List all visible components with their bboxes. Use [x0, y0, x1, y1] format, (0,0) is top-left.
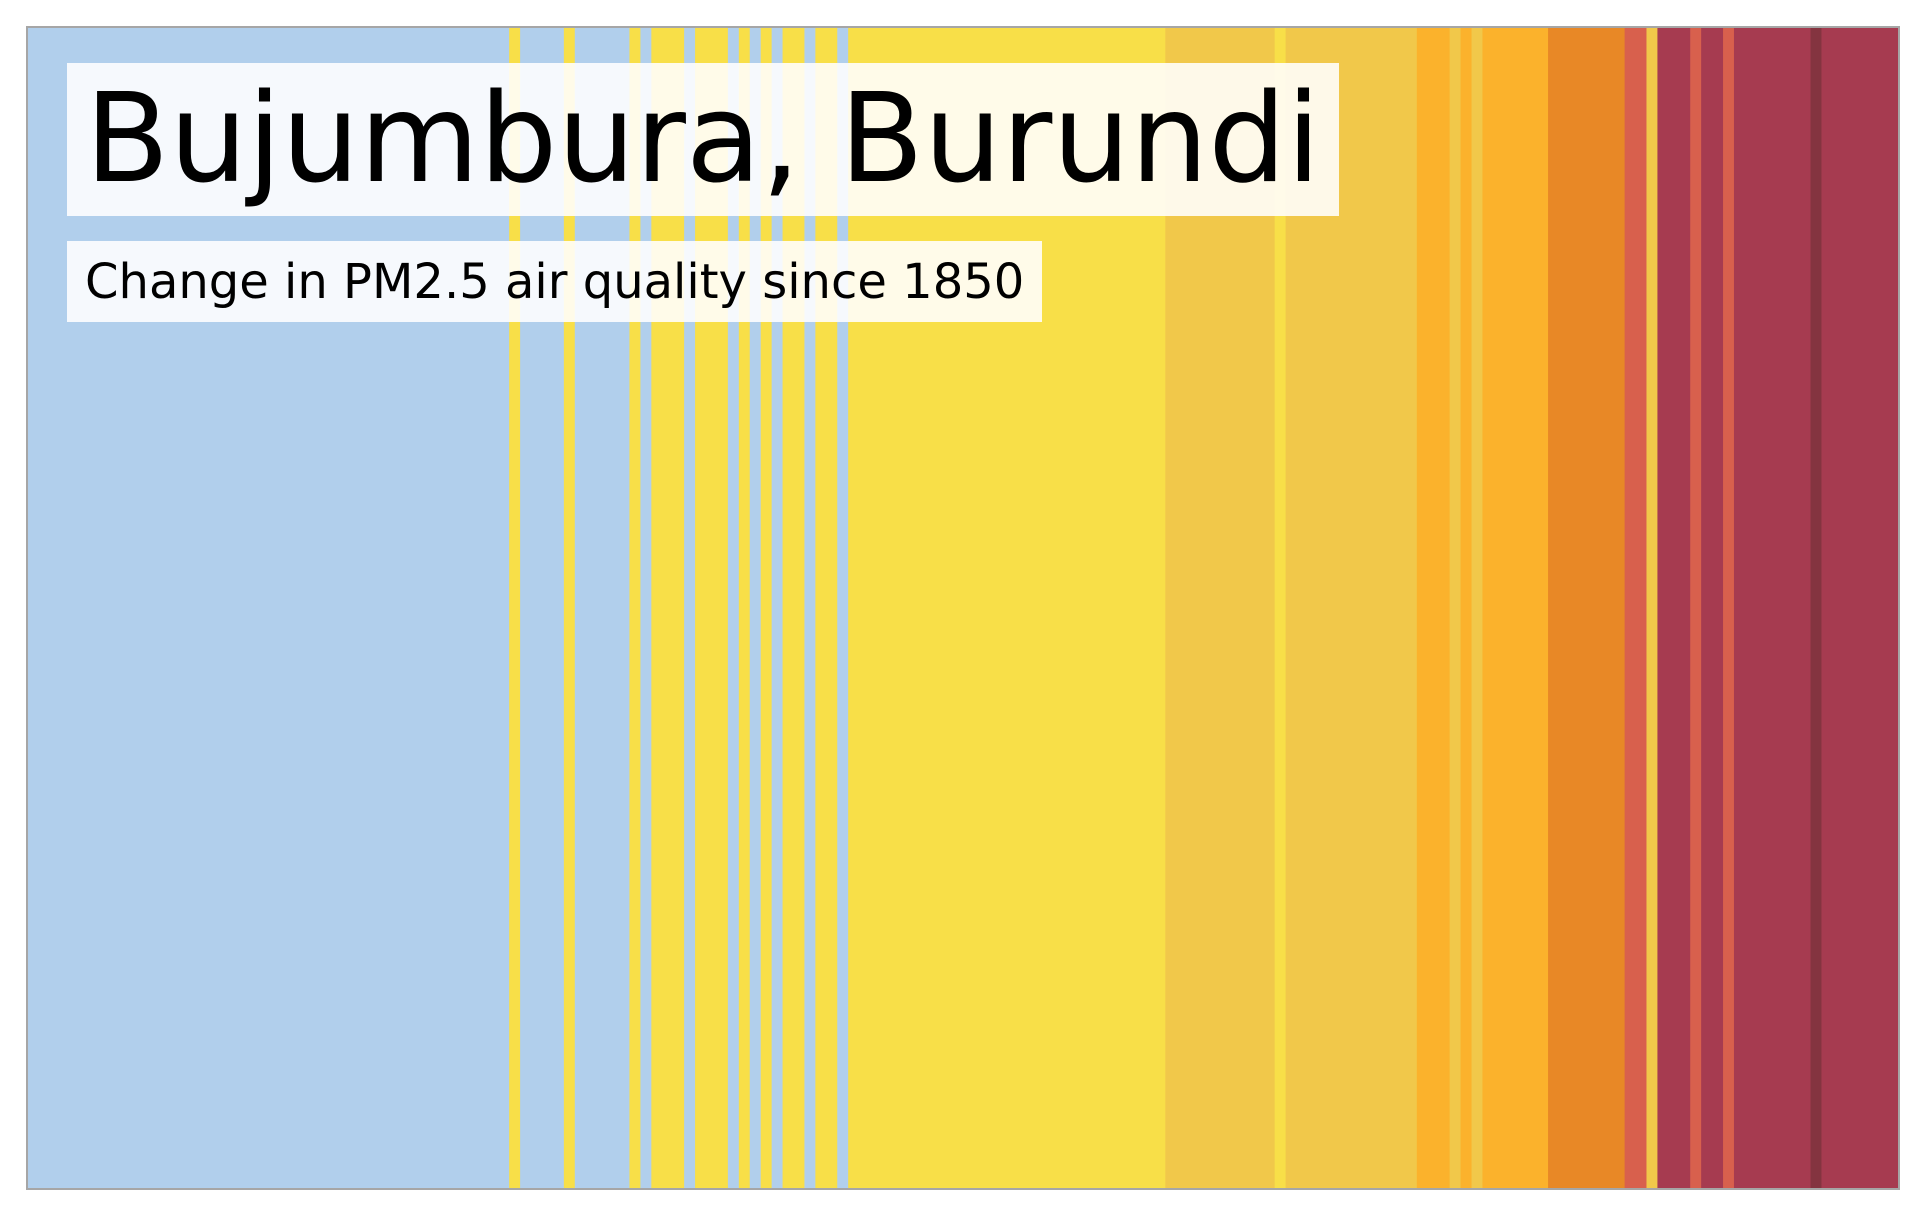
stripe-1921: [804, 28, 816, 1188]
stripe-1914: [727, 28, 740, 1188]
stripe-1954: [1165, 28, 1276, 1188]
stripe-1918: [771, 28, 784, 1188]
stripe-1899: [563, 28, 576, 1188]
stripe-1999: [1657, 28, 1691, 1188]
stripe-1917: [760, 28, 773, 1188]
stripe-1977: [1416, 28, 1451, 1188]
stripe-1925: [848, 28, 1166, 1188]
stripe-1910: [684, 28, 696, 1188]
stripe-1911: [695, 28, 729, 1188]
stripe-1982: [1471, 28, 1484, 1188]
stripe-2013: [1810, 28, 1823, 1188]
stripe-1916: [749, 28, 762, 1188]
stripe-2014: [1821, 28, 1899, 1188]
stripe-1998: [1646, 28, 1659, 1188]
chart-title: Bujumbura, Burundi: [67, 63, 1339, 216]
stripe-1983: [1482, 28, 1549, 1188]
stripe-1924: [837, 28, 849, 1188]
stripe-1965: [1285, 28, 1418, 1188]
stripe-1980: [1449, 28, 1462, 1188]
stripe-1964: [1274, 28, 1287, 1188]
stripe-1906: [640, 28, 652, 1188]
stripe-1907: [651, 28, 685, 1188]
stripe-1915: [738, 28, 751, 1188]
stripe-2005: [1723, 28, 1735, 1188]
stripe-1905: [629, 28, 641, 1188]
stripe-1981: [1460, 28, 1473, 1188]
stripe-2006: [1733, 28, 1812, 1188]
chart-subtitle: Change in PM2.5 air quality since 1850: [67, 241, 1043, 322]
stripe-1989: [1548, 28, 1626, 1188]
stripe-1895: [520, 28, 565, 1188]
stripe-2003: [1701, 28, 1724, 1188]
plot-frame: [26, 26, 1900, 1190]
stripe-1996: [1624, 28, 1648, 1188]
stripe-1850: [28, 28, 510, 1188]
stripe-1894: [509, 28, 521, 1188]
stripe-1900: [574, 28, 631, 1188]
stripe-2002: [1690, 28, 1702, 1188]
